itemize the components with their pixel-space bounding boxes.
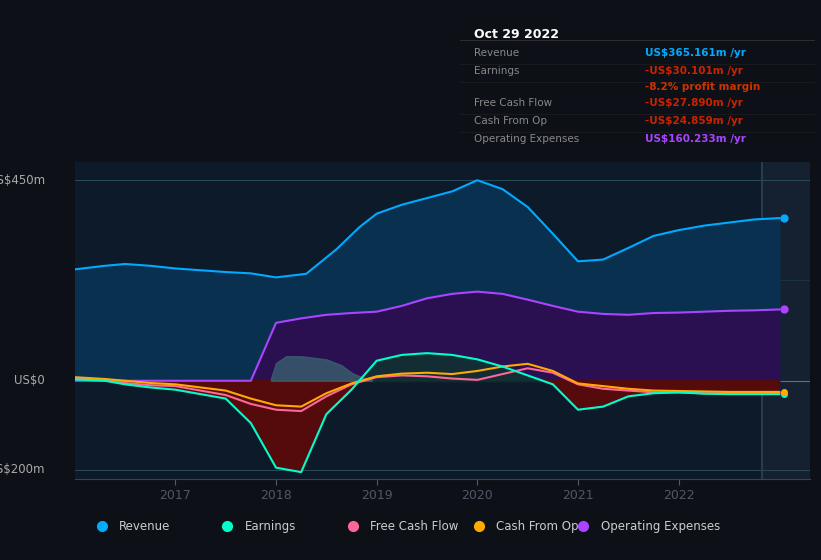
Text: -US$30.101m /yr: -US$30.101m /yr bbox=[644, 67, 742, 77]
Text: Earnings: Earnings bbox=[475, 67, 520, 77]
Text: US$365.161m /yr: US$365.161m /yr bbox=[644, 49, 745, 58]
Text: Oct 29 2022: Oct 29 2022 bbox=[475, 28, 559, 41]
Text: -US$200m: -US$200m bbox=[0, 463, 45, 477]
Text: US$160.233m /yr: US$160.233m /yr bbox=[644, 134, 745, 144]
Text: Operating Expenses: Operating Expenses bbox=[601, 520, 720, 533]
Text: Operating Expenses: Operating Expenses bbox=[475, 134, 580, 144]
Text: US$450m: US$450m bbox=[0, 174, 45, 186]
Bar bbox=[762, 162, 810, 479]
Text: -8.2% profit margin: -8.2% profit margin bbox=[644, 82, 760, 91]
Text: Revenue: Revenue bbox=[119, 520, 171, 533]
Text: Earnings: Earnings bbox=[245, 520, 296, 533]
Text: Revenue: Revenue bbox=[475, 49, 520, 58]
Text: Free Cash Flow: Free Cash Flow bbox=[475, 98, 553, 108]
Text: -US$27.890m /yr: -US$27.890m /yr bbox=[644, 98, 742, 108]
Text: Cash From Op: Cash From Op bbox=[475, 116, 548, 126]
Text: Free Cash Flow: Free Cash Flow bbox=[370, 520, 459, 533]
Text: US$0: US$0 bbox=[15, 374, 45, 388]
Text: -US$24.859m /yr: -US$24.859m /yr bbox=[644, 116, 742, 126]
Text: Cash From Op: Cash From Op bbox=[496, 520, 579, 533]
